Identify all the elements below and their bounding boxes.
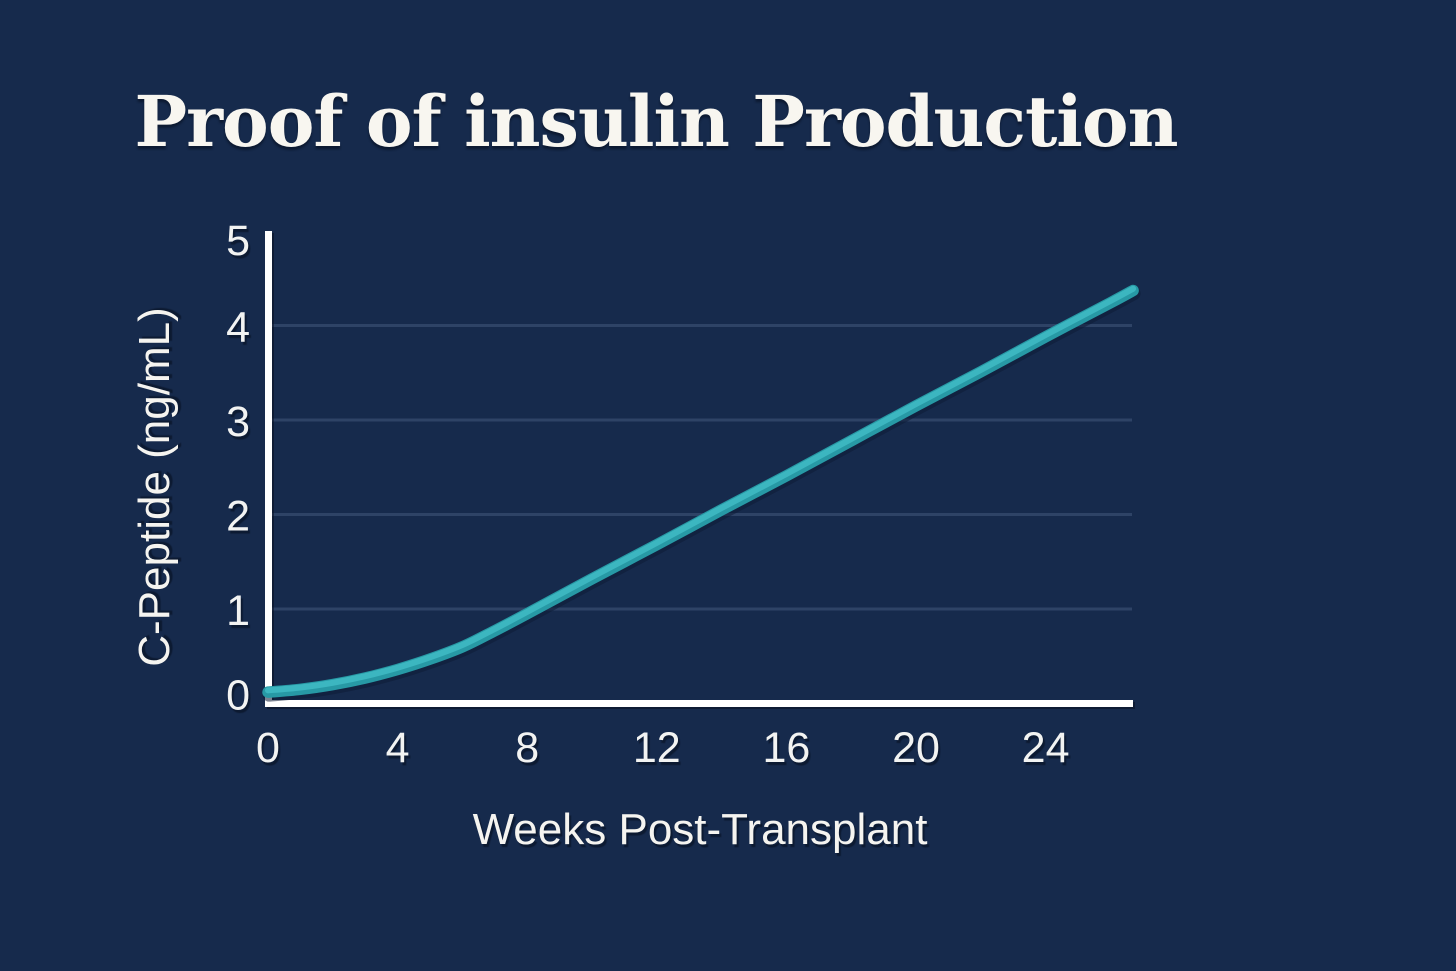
- y-tick-label: 3: [226, 398, 250, 446]
- x-tick-label: 8: [515, 724, 539, 772]
- y-axis-title: C-Peptide (ng/mL): [130, 307, 179, 667]
- x-tick-label: 0: [256, 724, 280, 772]
- x-tick-label: 24: [1022, 724, 1070, 772]
- chart-title: Proof of insulin Production: [134, 80, 1179, 163]
- x-axis-title: Weeks Post-Transplant: [472, 805, 928, 854]
- y-tick-label: 2: [226, 493, 250, 541]
- y-tick-label: 4: [226, 304, 250, 352]
- y-tick-label: 1: [226, 587, 250, 635]
- y-tick-label: 0: [226, 672, 250, 720]
- data-line: [262, 284, 1139, 698]
- x-tick-label: 16: [762, 724, 810, 772]
- y-tick-label: 5: [226, 217, 250, 265]
- x-tick-label: 4: [386, 724, 410, 772]
- data-line-highlight: [265, 285, 1137, 694]
- axes-group: [265, 231, 1133, 707]
- x-tick-label: 20: [892, 724, 940, 772]
- x-tick-label: 12: [633, 724, 681, 772]
